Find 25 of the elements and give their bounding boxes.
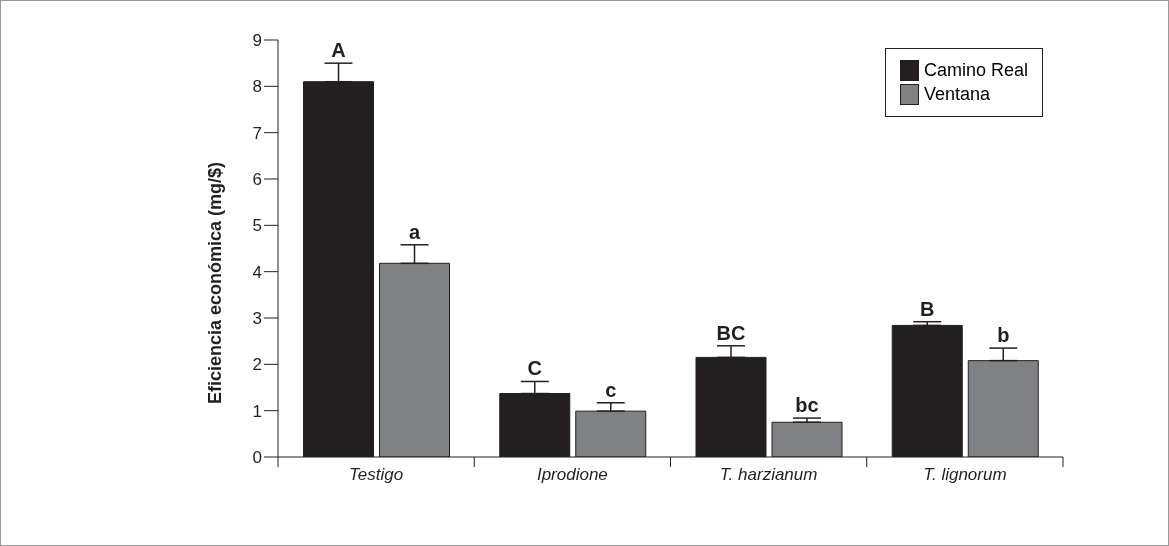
y-tick-label: 1 — [252, 401, 262, 421]
y-tick-label: 3 — [252, 309, 262, 329]
y-tick-label: 7 — [252, 123, 262, 143]
y-tick-label: 5 — [252, 216, 262, 236]
x-tick-label: Testigo — [349, 465, 404, 484]
annotation: A — [331, 39, 346, 62]
x-tick-label: T. harzianum — [719, 465, 818, 484]
x-tick-label: Iprodione — [536, 465, 608, 484]
annotation: b — [997, 324, 1010, 347]
y-tick-label: 0 — [252, 448, 262, 468]
legend-label: Camino Real — [923, 60, 1028, 81]
annotation: c — [605, 378, 617, 401]
annotation: BC — [716, 321, 746, 344]
y-axis-title: Eficiencia económica (mg/$) — [204, 161, 226, 405]
x-tick-label: T. lignorum — [923, 465, 1007, 484]
y-tick-label: 9 — [252, 31, 262, 51]
annotation: B — [920, 297, 935, 320]
y-tick-label: 6 — [252, 170, 262, 190]
y-tick-label: 4 — [252, 262, 262, 282]
annotation: C — [527, 357, 542, 380]
annotation: bc — [795, 394, 819, 417]
annotation: a — [408, 220, 421, 243]
y-tick-label: 2 — [252, 355, 262, 375]
legend-label: Ventana — [923, 84, 991, 105]
y-tick-label: 8 — [252, 77, 262, 97]
